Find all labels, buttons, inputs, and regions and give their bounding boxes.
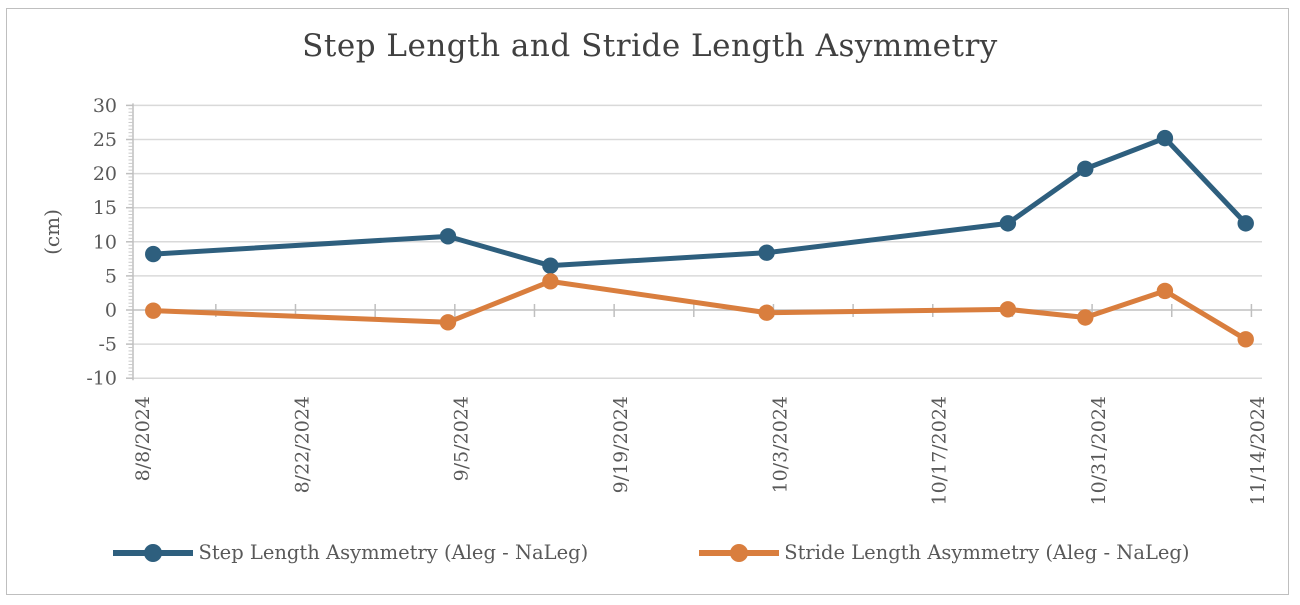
y-tick-label: -5 <box>98 334 117 356</box>
y-tick-label: 20 <box>93 163 117 185</box>
data-point-marker <box>1077 160 1094 178</box>
y-tick-label: 25 <box>93 129 117 151</box>
x-tick-label: 10/31/2024 <box>1088 396 1110 506</box>
data-point-marker <box>1237 331 1254 348</box>
data-point-marker <box>1156 129 1174 147</box>
series-line-1 <box>150 278 1249 342</box>
legend-label-step-length: Step Length Asymmetry (Aleg - NaLeg) <box>198 541 589 564</box>
x-tick-label: 8/8/2024 <box>132 396 154 481</box>
data-point-marker <box>542 257 559 274</box>
data-point-marker <box>145 302 162 319</box>
y-tick-label: 10 <box>93 231 117 253</box>
legend-item-step-length: Step Length Asymmetry (Aleg - NaLeg) <box>110 541 588 564</box>
data-point-marker <box>1156 282 1174 300</box>
data-point-marker <box>758 244 775 261</box>
y-tick-label: 15 <box>93 197 117 219</box>
legend-line-marker-icon <box>699 543 780 562</box>
legend-line-marker-icon <box>113 543 194 562</box>
plot-area: 30 25 20 15 10 5 0 -5 -10 8/8/2024 8/22/2024 9/5/20… <box>86 95 1269 506</box>
series-line-0 <box>150 135 1249 269</box>
x-tick-label: 11/14/2024 <box>1247 396 1269 506</box>
legend-label-stride-length: Stride Length Asymmetry (Aleg - NaLeg) <box>784 541 1190 564</box>
data-point-marker <box>145 245 162 263</box>
x-tick-label: 10/3/2024 <box>769 396 791 493</box>
data-point-marker <box>758 304 775 321</box>
data-point-marker <box>542 273 559 290</box>
y-tick-label: 30 <box>93 95 117 117</box>
y-tick-label: 0 <box>105 300 117 322</box>
legend: Step Length Asymmetry (Aleg - NaLeg) Str… <box>0 541 1300 564</box>
data-point-marker <box>999 215 1017 232</box>
x-tick-label: 9/19/2024 <box>610 396 632 493</box>
x-tick-label: 10/17/2024 <box>929 396 951 506</box>
data-point-marker <box>439 314 457 331</box>
y-tick-label: -10 <box>86 368 117 390</box>
data-point-marker <box>439 228 457 245</box>
x-tick-label: 8/22/2024 <box>291 396 313 493</box>
y-tick-label: 5 <box>105 265 117 287</box>
data-point-marker <box>999 301 1017 318</box>
data-point-marker <box>1077 309 1094 326</box>
chart-title: Step Length and Stride Length Asymmetry <box>302 28 998 64</box>
legend-item-stride-length: Stride Length Asymmetry (Aleg - NaLeg) <box>696 541 1190 564</box>
x-tick-label: 9/5/2024 <box>451 396 473 481</box>
data-point-marker <box>1237 215 1254 232</box>
